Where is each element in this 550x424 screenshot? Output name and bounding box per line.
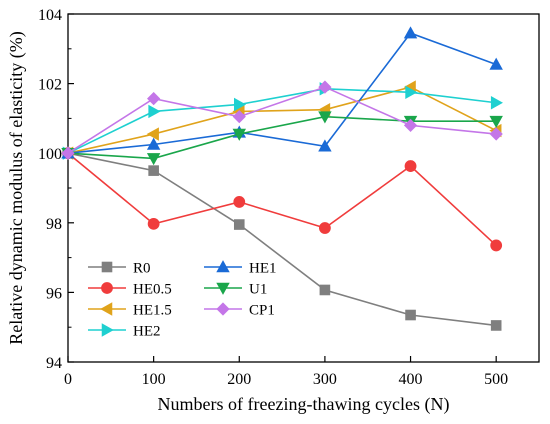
- legend: R0 HE0.5 HE1.5 HE2 HE1 U1 CP1: [88, 260, 277, 340]
- series-layer: [61, 26, 503, 331]
- series-he1: [61, 26, 503, 159]
- data-point-he1: [318, 139, 332, 152]
- series-line-he1: [67, 32, 497, 154]
- legend-item-u1: U1: [204, 282, 267, 298]
- series-he0-5: [62, 147, 503, 252]
- legend-label-r0: R0: [133, 261, 151, 277]
- legend-label-he2: HE2: [133, 324, 161, 340]
- data-point-cp1: [489, 127, 503, 141]
- legend-label-u1: U1: [249, 282, 267, 298]
- y-tick-label: 104: [38, 7, 62, 24]
- legend-item-he1: HE1: [204, 260, 277, 277]
- data-point-he0-5: [490, 239, 503, 252]
- legend-label-he1-5: HE1.5: [133, 303, 172, 319]
- data-point-r0: [319, 284, 331, 296]
- data-point-he1-5: [146, 127, 159, 141]
- x-tick-label: 200: [227, 371, 251, 388]
- data-point-u1: [146, 153, 161, 166]
- data-point-he1: [489, 57, 503, 70]
- legend-item-r0: R0: [88, 261, 151, 277]
- data-point-he0-5: [147, 217, 160, 230]
- axis-ticks: 0 100 200 300 400 500 94 96 98 100 102 104: [38, 7, 508, 388]
- x-axis-label: Numbers of freezing-thawing cycles (N): [158, 394, 450, 415]
- y-tick-label: 98: [46, 216, 62, 233]
- x-tick-label: 100: [142, 371, 166, 388]
- x-tick-label: 300: [313, 371, 337, 388]
- legend-item-he0-5: HE0.5: [88, 282, 172, 298]
- legend-marker-he1: [216, 260, 230, 273]
- x-tick-label: 500: [484, 371, 508, 388]
- y-tick-label: 100: [38, 146, 62, 163]
- series-line-he2: [67, 88, 497, 154]
- data-point-u1: [232, 128, 246, 141]
- data-point-he2: [148, 104, 161, 119]
- legend-item-he1-5: HE1.5: [88, 302, 172, 319]
- legend-label-cp1: CP1: [249, 303, 275, 319]
- legend-marker-he2: [101, 323, 114, 337]
- data-point-he2: [490, 96, 503, 110]
- data-point-he1: [146, 137, 161, 150]
- legend-marker-cp1: [216, 302, 230, 316]
- data-point-r0: [405, 309, 416, 321]
- data-point-r0: [148, 165, 159, 176]
- y-tick-label: 94: [46, 355, 62, 372]
- legend-item-he2: HE2: [88, 323, 161, 340]
- data-point-he0-5: [404, 160, 417, 172]
- data-point-cp1: [318, 80, 332, 94]
- legend-label-he0-5: HE0.5: [133, 282, 172, 298]
- series-line-he0-5: [67, 152, 497, 247]
- series-line-cp1: [67, 86, 497, 154]
- legend-label-he1: HE1: [249, 261, 277, 277]
- data-point-he2: [234, 97, 247, 112]
- data-point-u1: [489, 115, 503, 129]
- legend-marker-u1: [216, 282, 230, 295]
- data-point-cp1: [232, 110, 246, 124]
- legend-item-cp1: CP1: [204, 302, 275, 319]
- data-point-he1: [403, 26, 418, 39]
- series-line-u1: [67, 115, 497, 160]
- data-point-r0: [490, 320, 502, 331]
- data-point-he0-5: [233, 196, 246, 208]
- y-axis-label: Relative dynamic modulus of elasticity (…: [6, 31, 27, 344]
- data-point-he0-5: [319, 222, 331, 234]
- data-point-cp1: [147, 91, 161, 106]
- data-point-cp1: [61, 146, 75, 160]
- legend-marker-r0: [101, 261, 113, 273]
- legend-marker-he1-5: [100, 302, 113, 316]
- series-u1: [61, 111, 503, 166]
- series-cp1: [61, 80, 503, 160]
- series-line-r0: [67, 152, 497, 327]
- series-r0: [62, 147, 502, 331]
- legend-marker-he0-5: [101, 282, 113, 294]
- y-tick-label: 102: [38, 77, 62, 94]
- x-tick-label: 400: [399, 371, 423, 388]
- y-tick-label: 96: [46, 285, 62, 302]
- data-point-u1: [318, 111, 332, 124]
- x-tick-label: 0: [64, 371, 72, 388]
- data-point-he2: [405, 85, 418, 100]
- data-point-cp1: [403, 118, 418, 132]
- data-point-r0: [233, 219, 245, 230]
